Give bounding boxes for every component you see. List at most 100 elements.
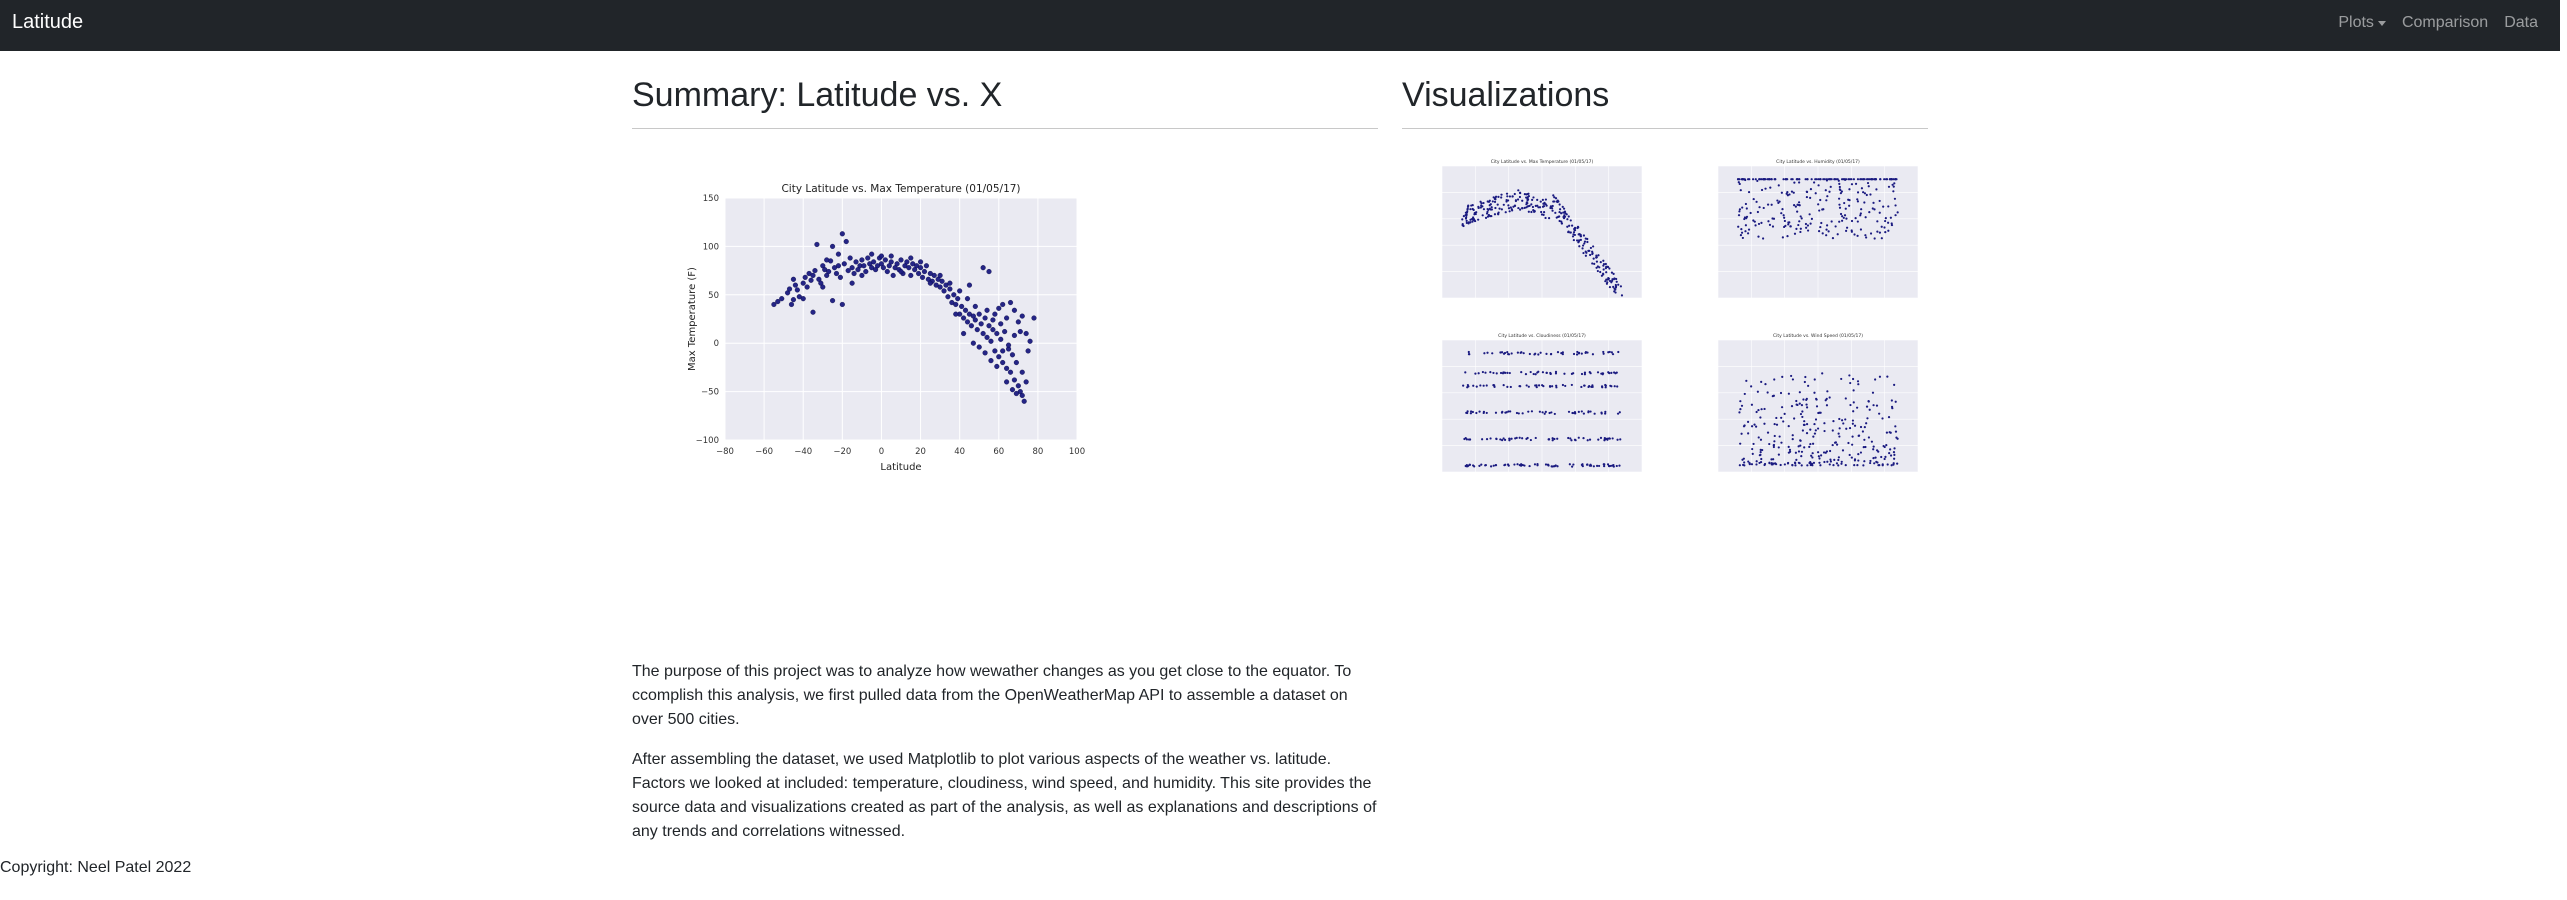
thumb-point [1743,392,1746,396]
thumb-point [1551,439,1554,442]
thumb-point [1582,437,1585,440]
thumb-point [1775,423,1779,426]
data-point [800,296,806,302]
thumb-point [1884,178,1888,181]
data-point [845,268,851,274]
y-tick-label: 100 [703,242,719,252]
thumb-point [1828,449,1832,453]
y-axis-label: Max Temperature (F) [687,267,698,371]
thumb-point [1806,178,1809,181]
thumb-point [1848,178,1852,181]
thumb-point [1874,456,1877,459]
thumb-point [1835,462,1839,465]
thumb-point [1825,199,1828,202]
thumb-point [1872,201,1875,204]
thumb-point [1740,432,1743,435]
thumb-point [1769,186,1772,189]
data-point [990,317,996,323]
thumb-point [1808,213,1811,216]
thumb-point [1806,224,1810,227]
thumb-point [1793,461,1797,464]
thumb-point [1516,198,1520,201]
thumb-point [1588,371,1591,374]
thumb-point [1755,460,1758,463]
thumb-point [1469,412,1472,415]
thumb-point [1593,412,1596,415]
thumb-point [1468,463,1472,466]
data-point [941,288,947,294]
thumb-point [1572,238,1575,242]
thumb-point [1790,178,1793,181]
data-point [916,270,922,277]
thumb-cloudiness[interactable]: City Latitude vs. Cloudiness (01/05/17) [1412,328,1682,488]
thumb-point [1551,204,1554,208]
thumb-point [1771,395,1774,398]
thumb-point [1754,178,1757,181]
summary-paragraph-1: The purpose of this project was to analy… [632,663,1352,728]
thumb-point [1507,410,1510,413]
thumb-point [1502,352,1506,355]
thumb-point [1849,381,1852,385]
nav-comparison-link[interactable]: Comparison [2401,14,2489,31]
thumb-point [1544,216,1547,220]
thumb-point [1770,178,1773,181]
thumb-point [1834,225,1837,228]
thumb-point [1481,438,1484,441]
data-point [947,280,953,286]
thumb-point [1760,457,1763,461]
thumb-point [1508,438,1511,441]
thumb-point [1527,410,1530,413]
thumb-point [1787,451,1790,454]
data-point [894,261,900,267]
thumb-max-temperature[interactable]: City Latitude vs. Max Temperature (01/05… [1412,154,1682,314]
thumb-point [1548,384,1552,388]
thumb-point [1500,193,1503,196]
thumb-point [1612,272,1615,276]
thumb-point [1856,198,1859,201]
thumb-point [1596,269,1599,273]
thumb-point [1878,375,1882,378]
data-point [865,255,871,261]
thumb-point [1520,463,1523,466]
nav-data-link[interactable]: Data [2504,14,2538,31]
thumb-point [1570,439,1573,442]
thumb-point [1743,464,1746,467]
thumb-point [1881,417,1884,420]
thumb-point [1510,437,1513,440]
thumb-point [1555,384,1558,387]
thumb-point [1517,206,1520,210]
thumb-point [1547,217,1551,220]
data-point [830,243,836,249]
data-point [968,323,974,329]
thumb-point [1492,464,1495,467]
data-point [988,338,994,344]
thumb-point [1873,462,1876,465]
thumb-wind-speed[interactable]: City Latitude vs. Wind Speed (01/05/17) [1688,328,1958,488]
thumb-point [1748,463,1751,466]
thumb-point [1619,438,1622,441]
thumb-point [1471,410,1474,414]
brand-link[interactable]: Latitude [12,11,84,33]
thumb-point [1865,422,1868,425]
thumb-point [1583,373,1587,376]
nav-plots-dropdown[interactable]: Plots [2330,14,2394,32]
data-point [851,270,857,277]
thumb-point [1757,436,1760,439]
thumb-point [1777,446,1780,449]
thumb-point [1582,251,1585,255]
thumb-point [1595,464,1599,468]
thumb-point [1797,445,1800,448]
thumb-point [1556,465,1559,468]
thumb-point [1805,226,1808,229]
thumb-humidity[interactable]: City Latitude vs. Humidity (01/05/17) [1688,154,1958,314]
thumb-point [1825,404,1829,407]
thumb-point [1809,462,1813,465]
thumb-point [1766,431,1770,434]
thumb-point [1837,464,1840,467]
data-point [998,336,1004,342]
thumb-point [1797,201,1801,204]
thumb-point [1776,199,1779,202]
data-point [804,284,810,290]
thumb-point [1539,200,1542,203]
thumb-point [1859,425,1863,429]
